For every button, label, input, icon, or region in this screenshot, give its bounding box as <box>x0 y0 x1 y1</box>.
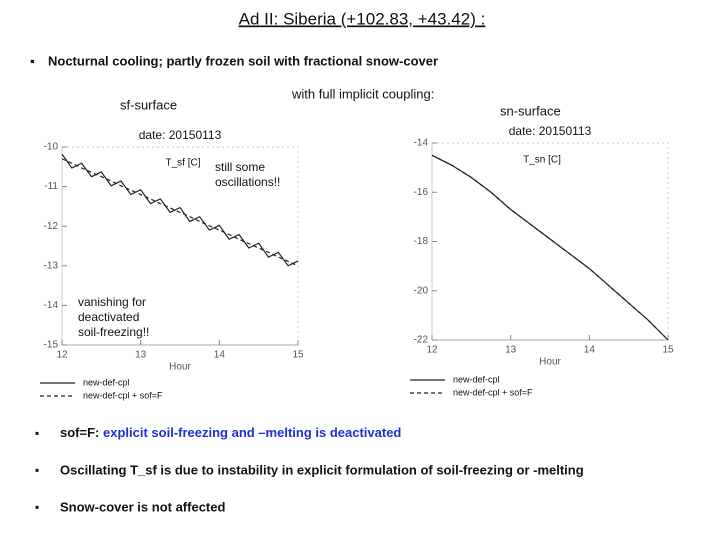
y-tick-label: -11 <box>44 181 58 192</box>
legend-label: new-def-cpl <box>83 377 130 387</box>
y-tick-label: -14 <box>414 138 429 149</box>
bullet-mark: ▪ <box>35 463 39 477</box>
bullet-rest: explicit soil-freezing and –melting is d… <box>103 425 401 440</box>
annotation: still some <box>215 160 265 174</box>
series-line <box>61 153 299 267</box>
x-tick-label: 12 <box>426 345 438 356</box>
x-tick-label: 14 <box>584 345 596 356</box>
intro: Nocturnal cooling; partly frozen soil wi… <box>48 53 438 68</box>
legend-label: new-def-cpl <box>453 374 500 384</box>
y-axis-label: T_sn [C] <box>523 155 561 166</box>
annotation: oscillations!! <box>215 175 280 189</box>
series-line <box>61 158 299 267</box>
x-axis-label: Hour <box>539 357 561 368</box>
y-tick-label: -18 <box>414 236 429 247</box>
bullet-mark: ▪ <box>30 53 35 68</box>
y-tick-label: -14 <box>44 300 59 311</box>
x-tick-label: 15 <box>292 350 304 361</box>
bullet-lead: sof=F: <box>60 425 99 440</box>
x-tick-label: 15 <box>662 345 674 356</box>
annotation: soil-freezing!! <box>78 325 149 339</box>
plot-frame <box>431 142 669 341</box>
series-line <box>431 154 669 341</box>
legend-label: new-def-cpl + sof=F <box>453 387 533 397</box>
bullet-mark: ▪ <box>35 500 39 514</box>
y-tick-label: -15 <box>44 340 59 351</box>
series-line <box>431 154 669 341</box>
x-tick-label: 13 <box>505 345 517 356</box>
bullet-text: sof=F: explicit soil-freezing and –melti… <box>60 425 401 440</box>
coupling: with full implicit coupling: <box>291 86 434 101</box>
legend-label: new-def-cpl + sof=F <box>83 390 163 400</box>
bullet-text: Oscillating T_sf is due to instability i… <box>60 462 584 477</box>
y-axis-label: T_sf [C] <box>165 158 200 169</box>
annotation: deactivated <box>78 310 139 324</box>
y-tick-label: -16 <box>414 187 429 198</box>
bullet-text: Snow-cover is not affected <box>60 499 225 514</box>
chart-title: date: 20150113 <box>139 128 222 142</box>
panel-label: sn-surface <box>500 103 561 118</box>
x-tick-label: 13 <box>135 350 147 361</box>
annotation: vanishing for <box>78 295 146 309</box>
panel-label: sf-surface <box>120 97 177 112</box>
chart-title: date: 20150113 <box>509 124 592 138</box>
heading: Ad II: Siberia (+102.83, +43.42) : <box>239 9 486 28</box>
bullet-mark: ▪ <box>35 426 39 440</box>
x-axis-label: Hour <box>169 362 191 373</box>
y-tick-label: -22 <box>414 335 429 346</box>
x-tick-label: 14 <box>214 350 226 361</box>
y-tick-label: -20 <box>414 285 429 296</box>
y-tick-label: -13 <box>44 260 59 271</box>
y-tick-label: -10 <box>44 142 59 153</box>
y-tick-label: -12 <box>44 221 59 232</box>
x-tick-label: 12 <box>56 350 68 361</box>
